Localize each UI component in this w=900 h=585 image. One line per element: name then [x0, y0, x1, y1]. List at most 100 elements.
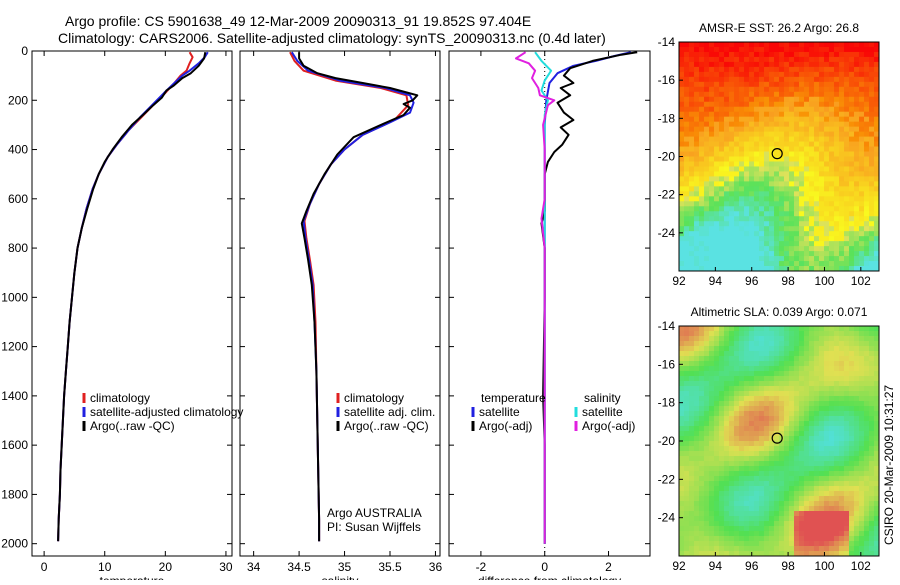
sst-cell [779, 191, 785, 197]
sst-cell [859, 196, 865, 202]
sst-cell [739, 121, 745, 128]
sst-cell [864, 81, 870, 88]
sst-cell [754, 181, 760, 187]
sst-cell [839, 201, 845, 207]
sla-cell [849, 506, 855, 512]
sst-cell [814, 236, 820, 242]
sst-cell [834, 136, 840, 142]
sla-cell [799, 471, 805, 477]
sla-cell [704, 366, 710, 372]
sla-cell [694, 351, 700, 357]
sla-cell [719, 441, 725, 447]
sst-cell [684, 76, 690, 83]
sst-xtick-label: 92 [672, 274, 686, 288]
sla-cell [839, 396, 845, 402]
sst-cell [799, 176, 805, 182]
sst-cell [714, 61, 720, 68]
sla-cell [714, 506, 720, 512]
sla-cell [714, 356, 720, 362]
sst-cell [734, 201, 740, 207]
sla-cell [699, 481, 705, 487]
sla-cell [714, 431, 720, 437]
sla-cell [679, 521, 685, 527]
sst-cell [734, 141, 740, 147]
sst-cell [749, 151, 755, 157]
sst-cell [829, 121, 835, 128]
sla-cell [704, 481, 710, 487]
sla-ytick-label: -20 [658, 434, 676, 448]
sla-cell [784, 506, 790, 512]
sla-cell [784, 481, 790, 487]
sst-cell [854, 251, 860, 257]
sst-cell [744, 201, 750, 207]
sst-cell [859, 231, 865, 237]
sla-cell [874, 461, 880, 467]
sla-cell [864, 406, 870, 412]
sla-cell [699, 401, 705, 407]
sla-cell [804, 466, 810, 472]
sla-cell [734, 496, 740, 502]
sla-cell [789, 486, 795, 492]
sst-cell [679, 201, 685, 207]
sla-cell [779, 446, 785, 452]
sla-cell [734, 331, 740, 337]
sla-cell [849, 411, 855, 417]
sst-cell [684, 111, 690, 118]
sla-cell [874, 336, 880, 342]
sla-cell [814, 526, 820, 532]
sst-cell [729, 211, 735, 217]
sst-cell [794, 146, 800, 152]
sst-cell [874, 196, 880, 202]
sla-cell [794, 371, 800, 377]
sla-cell [679, 516, 685, 522]
sst-cell [854, 206, 860, 212]
sla-cell [734, 356, 740, 362]
sla-cell [849, 526, 855, 532]
sst-cell [719, 51, 725, 58]
sla-cell [864, 521, 870, 527]
sla-cell [839, 341, 845, 347]
sst-cell [834, 166, 840, 172]
sla-cell [714, 531, 720, 537]
temperature-xtick-label: 30 [219, 560, 233, 574]
sla-cell [809, 506, 815, 512]
sla-cell [679, 401, 685, 407]
sst-cell [859, 176, 865, 182]
sla-cell [794, 416, 800, 422]
sst-cell [729, 91, 735, 98]
sst-cell [714, 246, 720, 252]
sla-cell [819, 516, 825, 522]
sla-cell [684, 346, 690, 352]
sla-cell [779, 496, 785, 502]
sst-cell [734, 221, 740, 227]
sla-cell [759, 541, 765, 547]
sla-cell [689, 381, 695, 387]
sst-cell [734, 121, 740, 128]
sla-cell [704, 411, 710, 417]
sla-cell [814, 346, 820, 352]
sst-cell [764, 226, 770, 232]
sst-cell [869, 221, 875, 227]
sla-cell [794, 376, 800, 382]
temperature-legend-label: Argo(..raw -QC) [90, 419, 175, 433]
sst-ytick-label: -18 [658, 111, 676, 125]
sst-cell [759, 191, 765, 197]
sla-cell [784, 381, 790, 387]
sst-cell [699, 141, 705, 147]
sla-cell [844, 451, 850, 457]
sst-cell [684, 116, 690, 123]
sst-cell [804, 116, 810, 123]
sst-cell [874, 141, 880, 147]
sla-cell [714, 451, 720, 457]
sla-cell [694, 526, 700, 532]
sst-cell [864, 156, 870, 162]
sst-cell [729, 161, 735, 167]
sla-cell [804, 396, 810, 402]
sst-cell [729, 81, 735, 88]
sst-cell [689, 106, 695, 113]
sla-cell [764, 516, 770, 522]
sla-cell [699, 426, 705, 432]
sst-cell [824, 151, 830, 157]
sst-cell [854, 156, 860, 162]
sla-cell [829, 341, 835, 347]
